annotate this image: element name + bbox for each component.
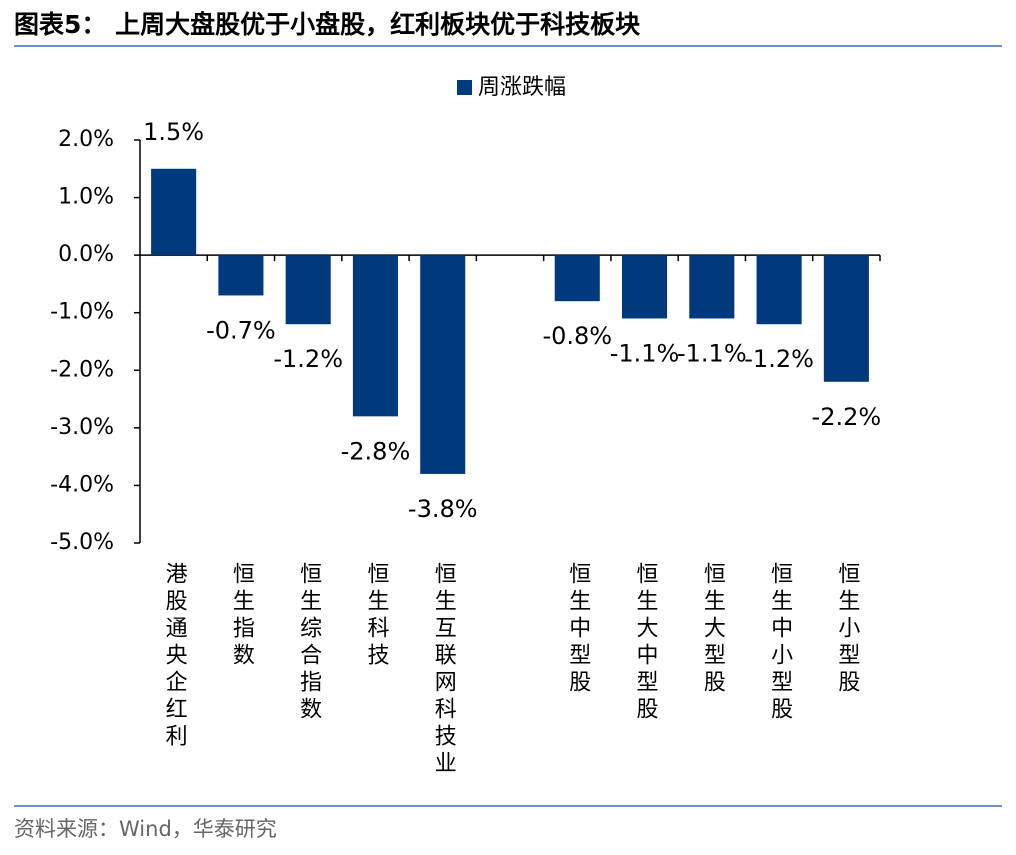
value-label: -1.2% xyxy=(273,345,343,373)
bar xyxy=(622,255,668,319)
y-tick-label: -1.0% xyxy=(50,300,114,325)
value-label: -0.8% xyxy=(542,322,612,350)
chart-title: 图表5： 上周大盘股优于小盘股，红利板块优于科技板块 xyxy=(14,10,640,39)
x-tick-label: 恒生中小型股 xyxy=(767,562,793,724)
bar xyxy=(823,255,869,382)
value-label: -1.1% xyxy=(677,339,747,367)
y-tick-label: -4.0% xyxy=(50,472,114,497)
value-label: -1.1% xyxy=(610,339,680,367)
x-tick-label: 恒生小型股 xyxy=(834,562,860,697)
value-label: -0.7% xyxy=(206,316,276,344)
value-label: -3.8% xyxy=(408,495,478,523)
legend-swatch xyxy=(457,80,472,95)
y-tick-label: -3.0% xyxy=(50,415,114,440)
bar xyxy=(756,255,802,325)
source-note: 资料来源：Wind，华泰研究 xyxy=(14,817,277,841)
x-tick-label: 港股通央企红利 xyxy=(162,562,188,751)
bar xyxy=(218,255,264,296)
value-label: -1.2% xyxy=(744,345,814,373)
value-label: -2.8% xyxy=(341,437,411,465)
y-tick-label: -5.0% xyxy=(50,530,114,555)
bar xyxy=(151,168,197,256)
bar xyxy=(420,255,466,474)
x-tick-label: 恒生大中型股 xyxy=(633,562,659,724)
bar xyxy=(554,255,600,302)
x-tick-label: 恒生指数 xyxy=(229,562,255,670)
y-tick-label: 0.0% xyxy=(58,242,114,267)
bar xyxy=(689,255,735,319)
legend-label: 周涨跌幅 xyxy=(478,75,566,100)
x-tick-label: 恒生中型股 xyxy=(565,562,591,697)
value-label: -2.2% xyxy=(812,403,882,431)
y-tick-label: 2.0% xyxy=(58,127,114,152)
y-tick-label: 1.0% xyxy=(58,185,114,210)
x-tick-label: 恒生互联网科技业 xyxy=(431,562,457,778)
value-label: 1.5% xyxy=(143,118,204,146)
x-tick-label: 恒生综合指数 xyxy=(296,562,322,724)
bar xyxy=(352,255,398,417)
x-tick-label: 恒生科技 xyxy=(363,562,389,670)
bar xyxy=(285,255,331,325)
y-tick-label: -2.0% xyxy=(50,357,114,382)
x-tick-label: 恒生大型股 xyxy=(700,562,726,697)
